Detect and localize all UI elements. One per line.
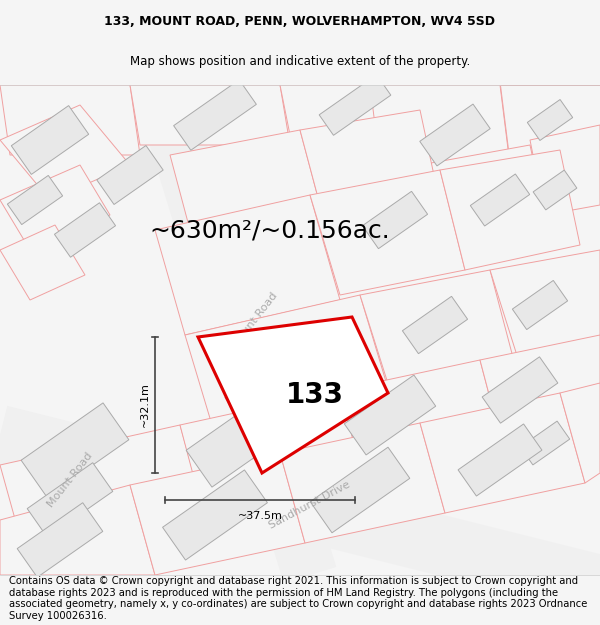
Polygon shape [0, 105, 130, 200]
Text: Mount Road: Mount Road [230, 291, 280, 349]
Polygon shape [360, 270, 515, 390]
Polygon shape [186, 393, 294, 487]
Text: ~630m²/~0.156ac.: ~630m²/~0.156ac. [149, 218, 391, 242]
Polygon shape [420, 104, 490, 166]
Polygon shape [0, 406, 600, 614]
Text: Mount Road: Mount Road [46, 451, 94, 509]
Polygon shape [470, 174, 530, 226]
Polygon shape [512, 281, 568, 329]
Polygon shape [17, 503, 103, 578]
Polygon shape [280, 85, 430, 135]
Polygon shape [134, 77, 336, 583]
Polygon shape [344, 375, 436, 455]
Polygon shape [319, 74, 391, 136]
Polygon shape [225, 352, 319, 438]
Polygon shape [11, 106, 89, 174]
Polygon shape [130, 85, 290, 145]
Polygon shape [420, 393, 585, 513]
Polygon shape [490, 250, 600, 365]
Polygon shape [300, 110, 435, 205]
Polygon shape [420, 85, 600, 130]
Polygon shape [482, 357, 558, 423]
Polygon shape [21, 403, 129, 497]
Polygon shape [533, 170, 577, 210]
Polygon shape [520, 421, 570, 465]
Polygon shape [173, 80, 256, 150]
Polygon shape [370, 85, 510, 165]
Polygon shape [420, 145, 545, 235]
Text: ~37.5m: ~37.5m [238, 511, 283, 521]
Polygon shape [163, 470, 268, 560]
Polygon shape [340, 360, 505, 485]
Text: 133: 133 [286, 381, 344, 409]
Polygon shape [560, 383, 600, 483]
Text: Map shows position and indicative extent of the property.: Map shows position and indicative extent… [130, 55, 470, 68]
Polygon shape [403, 296, 467, 354]
Polygon shape [170, 130, 320, 230]
Polygon shape [530, 125, 600, 215]
Polygon shape [480, 335, 600, 455]
Polygon shape [7, 176, 62, 224]
Text: 133, MOUNT ROAD, PENN, WOLVERHAMPTON, WV4 5SD: 133, MOUNT ROAD, PENN, WOLVERHAMPTON, WV… [104, 15, 496, 28]
Polygon shape [0, 85, 140, 155]
Polygon shape [0, 485, 155, 575]
Polygon shape [500, 85, 600, 165]
Polygon shape [280, 423, 445, 543]
Polygon shape [527, 99, 572, 141]
Polygon shape [310, 448, 410, 532]
Polygon shape [458, 424, 542, 496]
Polygon shape [362, 191, 428, 249]
Polygon shape [55, 202, 116, 258]
Polygon shape [180, 390, 365, 520]
Polygon shape [27, 462, 113, 538]
Polygon shape [97, 146, 163, 204]
Polygon shape [440, 150, 580, 270]
Polygon shape [198, 317, 388, 473]
Polygon shape [0, 225, 85, 300]
Polygon shape [310, 170, 465, 295]
Text: Contains OS data © Crown copyright and database right 2021. This information is : Contains OS data © Crown copyright and d… [9, 576, 587, 621]
Text: Sandhurst Drive: Sandhurst Drive [268, 479, 352, 531]
Text: ~32.1m: ~32.1m [140, 382, 150, 428]
Polygon shape [130, 453, 305, 575]
Polygon shape [0, 425, 205, 555]
Polygon shape [155, 195, 340, 335]
Polygon shape [185, 295, 390, 435]
Polygon shape [0, 165, 110, 250]
